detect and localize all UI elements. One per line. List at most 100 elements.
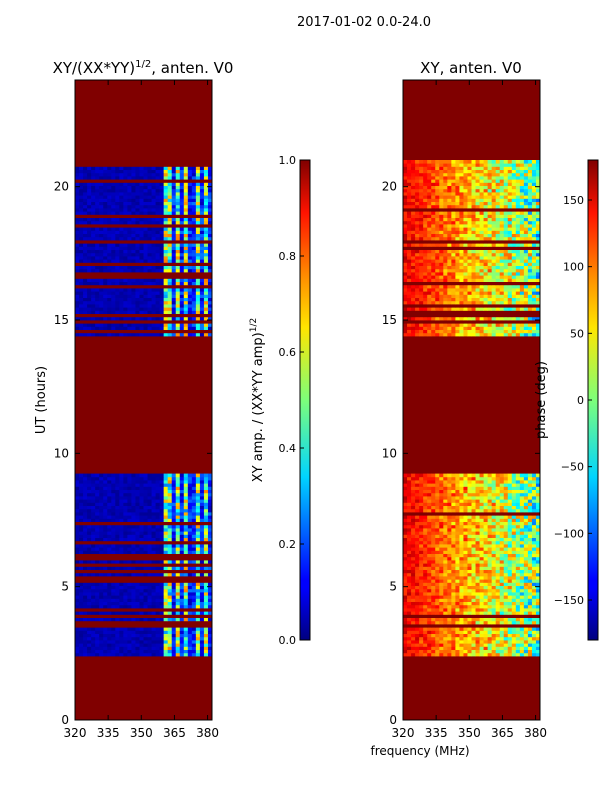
heatmap-cell <box>159 499 165 503</box>
heatmap-cell <box>207 192 213 196</box>
heatmap-cell <box>167 486 173 490</box>
heatmap-cell <box>127 521 132 526</box>
heatmap-cell <box>167 179 173 183</box>
heatmap-cell <box>467 633 472 638</box>
heatmap-cell <box>199 320 205 324</box>
heatmap-cell <box>527 585 533 590</box>
heatmap-cell <box>495 592 501 596</box>
heatmap-cell <box>415 572 420 577</box>
heatmap-cell <box>491 652 497 657</box>
heatmap-cell <box>475 630 480 634</box>
heatmap-cell <box>143 227 148 231</box>
heatmap-cell <box>195 579 201 583</box>
heatmap-cell <box>187 544 193 548</box>
heatmap-cell <box>507 582 513 586</box>
heatmap-cell <box>159 608 165 612</box>
heatmap-cell <box>515 636 521 641</box>
heatmap-cell <box>187 240 193 244</box>
heatmap-cell <box>503 582 509 586</box>
heatmap-cell <box>147 620 152 625</box>
heatmap-cell <box>99 576 104 580</box>
heatmap-cell <box>83 281 88 286</box>
heatmap-cell <box>207 518 213 522</box>
heatmap-cell <box>83 188 88 193</box>
heatmap-cell <box>171 636 177 641</box>
heatmap-cell <box>115 233 120 238</box>
heatmap-cell <box>107 208 112 212</box>
heatmap-cell <box>131 278 136 282</box>
heatmap-cell <box>111 195 116 199</box>
heatmap-cell <box>203 512 209 516</box>
heatmap-cell <box>111 640 116 644</box>
heatmap-cell <box>95 185 100 190</box>
heatmap-cell <box>131 502 136 506</box>
heatmap-cell <box>167 579 173 583</box>
heatmap-cell <box>447 630 452 634</box>
heatmap-cell <box>455 572 460 577</box>
heatmap-cell <box>515 576 521 580</box>
heatmap-cell <box>95 246 100 250</box>
heatmap-cell <box>199 233 205 238</box>
heatmap-cell <box>103 240 108 244</box>
heatmap-cell <box>143 630 148 634</box>
heatmap-cell <box>151 262 156 266</box>
heatmap-cell <box>459 569 464 574</box>
heatmap-cell <box>155 521 161 526</box>
heatmap-cell <box>207 188 213 193</box>
heatmap-cell <box>163 560 169 564</box>
heatmap-cell <box>119 188 124 193</box>
heatmap-cell <box>99 224 104 228</box>
heatmap-cell <box>95 166 100 170</box>
heatmap-cell <box>99 483 104 487</box>
heatmap-cell <box>143 576 148 580</box>
heatmap-cell <box>207 166 213 170</box>
heatmap-cell <box>87 192 92 196</box>
heatmap-cell <box>135 326 140 330</box>
heatmap-cell <box>135 230 140 234</box>
heatmap-cell <box>119 240 124 244</box>
heatmap-cell <box>511 646 517 650</box>
heatmap-cell <box>83 214 88 218</box>
heatmap-cell <box>175 489 181 494</box>
heatmap-cell <box>195 288 201 292</box>
heatmap-cell <box>135 547 140 551</box>
heatmap-cell <box>123 294 128 298</box>
heatmap-cell <box>79 480 84 484</box>
heatmap-cell <box>531 582 537 586</box>
heatmap-cell <box>135 211 140 215</box>
heatmap-cell <box>403 608 408 612</box>
heatmap-cell <box>159 489 165 494</box>
heatmap-cell <box>143 537 148 542</box>
heatmap-cell <box>95 265 100 270</box>
heatmap-cell <box>147 563 152 567</box>
heatmap-cell <box>103 579 108 583</box>
heatmap-cell <box>179 636 185 641</box>
heatmap-cell <box>203 576 209 580</box>
heatmap-cell <box>103 278 108 282</box>
heatmap-cell <box>403 566 408 570</box>
heatmap-cell <box>203 236 209 241</box>
heatmap-cell <box>419 617 424 622</box>
heatmap-cell <box>515 643 521 647</box>
heatmap-cell <box>179 304 185 308</box>
heatmap-cell <box>495 643 501 647</box>
heatmap-cell <box>175 576 181 580</box>
heatmap-cell <box>127 652 132 657</box>
heatmap-cell <box>131 537 136 542</box>
heatmap-cell <box>175 569 181 574</box>
heatmap-cell <box>143 236 148 241</box>
heatmap-cell <box>459 652 464 657</box>
heatmap-cell <box>179 182 185 186</box>
heatmap-cell <box>111 176 116 180</box>
heatmap-cell <box>123 240 128 244</box>
heatmap-cell <box>147 169 152 174</box>
heatmap-cell <box>131 508 136 513</box>
heatmap-cell <box>451 582 456 586</box>
heatmap-cell <box>143 617 148 622</box>
heatmap-cell <box>447 643 452 647</box>
heatmap-cell <box>159 496 165 500</box>
heatmap-cell <box>107 499 112 503</box>
heatmap-cell <box>103 227 108 231</box>
heatmap-cell <box>123 259 128 263</box>
heatmap-cell <box>183 499 189 503</box>
